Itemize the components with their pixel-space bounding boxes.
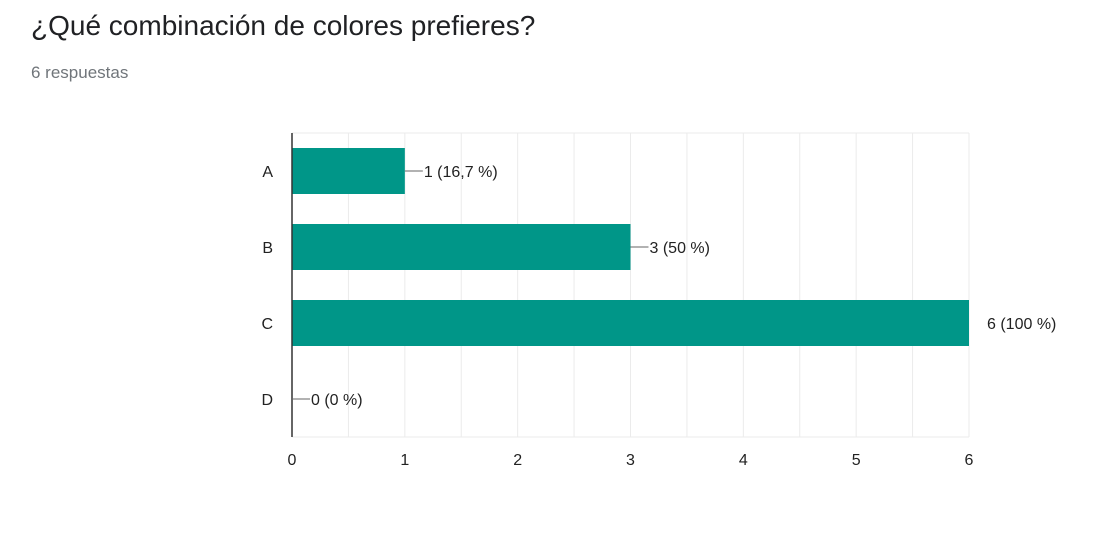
data-label-a: 1 (16,7 %): [424, 164, 498, 181]
x-tick-label: 1: [400, 452, 409, 469]
category-label-b: B: [262, 240, 273, 257]
response-count: 6 respuestas: [31, 63, 129, 82]
x-tick-label: 4: [739, 452, 748, 469]
data-label-b: 3 (50 %): [650, 240, 710, 257]
data-label-c: 6 (100 %): [987, 316, 1056, 333]
category-label-c: C: [261, 316, 273, 333]
x-tick-label: 2: [513, 452, 522, 469]
category-label-d: D: [261, 392, 273, 409]
x-tick-label: 3: [626, 452, 635, 469]
x-tick-label: 5: [852, 452, 861, 469]
bar-b[interactable]: [292, 224, 631, 270]
bar-c[interactable]: [292, 300, 969, 346]
labels: A 1 (16,7 %) B 3 (50 %) C 6 (100 %) D 0 (0 %): [261, 164, 1056, 409]
x-tick-label: 6: [965, 452, 974, 469]
x-tick-label: 0: [288, 452, 297, 469]
grid-lines: [292, 132, 970, 438]
axes: 0 1 2 3 4 5 6: [288, 133, 974, 469]
data-label-d: 0 (0 %): [311, 392, 363, 409]
bars: [292, 148, 969, 346]
question-title: ¿Qué combinación de colores prefieres?: [31, 10, 536, 41]
bar-a[interactable]: [292, 148, 405, 194]
category-label-a: A: [262, 164, 273, 181]
